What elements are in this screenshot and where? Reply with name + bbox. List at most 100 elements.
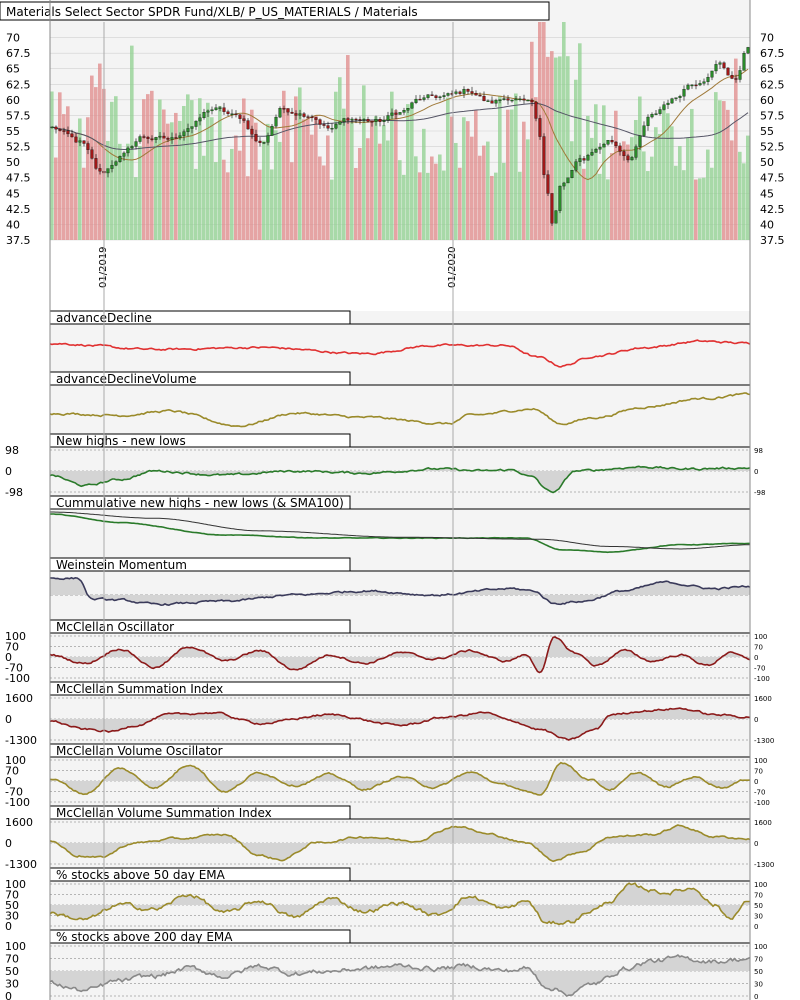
y-tick-label-left: -70 (5, 662, 23, 675)
y-tick-label-right: -1300 (754, 861, 774, 869)
y-tick-label-right: 70 (754, 956, 763, 964)
series-area-fill (50, 825, 750, 862)
volume-bar (558, 56, 562, 240)
candle-body (426, 94, 430, 98)
y-tick-label-left: 57.5 (6, 109, 31, 122)
y-tick-label-left: 37.5 (6, 234, 31, 247)
volume-bar (534, 97, 538, 240)
volume-bar (150, 90, 154, 240)
candle-body (82, 140, 86, 144)
y-tick-label-left: 0 (5, 651, 12, 664)
candle-body (418, 98, 422, 101)
volume-bar (478, 155, 482, 240)
candle-body (130, 146, 134, 149)
candle-body (294, 113, 298, 116)
candle-body (282, 108, 286, 110)
candle-body (510, 99, 514, 102)
volume-bar (546, 56, 550, 240)
volume-bar (474, 110, 478, 241)
candle-body (90, 149, 94, 159)
candle-body (466, 89, 470, 92)
y-tick-label-left: -100 (5, 672, 30, 685)
y-tick-label-left: 100 (5, 754, 26, 767)
candle-body (402, 110, 406, 113)
y-tick-label-right: -70 (754, 789, 765, 797)
y-tick-label-left: 100 (5, 630, 26, 643)
volume-bar (610, 153, 614, 240)
candle-body (430, 94, 434, 96)
panel-title: advanceDeclineVolume (56, 372, 197, 386)
volume-bar (294, 96, 298, 240)
candle-body (586, 154, 590, 161)
volume-bar (570, 141, 574, 240)
volume-bar (314, 115, 318, 240)
panel-title: Cummulative new highs - new lows (& SMA1… (56, 496, 344, 510)
candle-body (674, 97, 678, 99)
volume-bar (310, 134, 314, 240)
candle-body (374, 118, 378, 122)
candle-body (534, 101, 538, 119)
volume-bar (510, 109, 514, 240)
y-tick-label-left: 100 (5, 878, 26, 891)
volume-bar (634, 120, 638, 240)
y-tick-label-right: 45 (760, 187, 774, 200)
volume-bar (734, 58, 738, 241)
volume-bar (138, 145, 142, 240)
y-tick-label-left: 52.5 (6, 141, 31, 154)
candle-body (278, 108, 282, 118)
volume-bar (638, 96, 642, 241)
y-tick-label-left: 50 (5, 899, 19, 912)
volume-bar (602, 105, 606, 240)
candle-body (618, 145, 622, 152)
candle-body (538, 118, 542, 137)
y-tick-label-left: 40 (6, 218, 20, 231)
series-line (49, 392, 751, 428)
volume-bar (450, 116, 454, 240)
candle-body (506, 98, 510, 101)
candle-body (646, 116, 650, 126)
y-tick-label-right: 0 (754, 778, 758, 786)
volume-bar (442, 170, 446, 240)
y-tick-label-left: 67.5 (6, 47, 31, 60)
volume-bar (586, 115, 590, 240)
candle-body (742, 53, 746, 71)
volume-bar (290, 162, 294, 240)
volume-bar (114, 96, 118, 241)
y-tick-label-left: 70 (5, 953, 19, 966)
candle-body (546, 174, 550, 194)
volume-bar (730, 140, 734, 240)
volume-bar (118, 143, 122, 240)
panel-title: McClellan Volume Oscillator (56, 744, 223, 758)
candle-body (610, 140, 614, 143)
volume-bar (258, 169, 262, 240)
volume-bar (606, 179, 610, 240)
volume-bar (550, 51, 554, 240)
candle-body (126, 147, 130, 154)
volume-bar (322, 165, 326, 240)
y-tick-label-left: 0 (5, 920, 12, 933)
candle-body (738, 70, 742, 80)
volume-bar (326, 135, 330, 240)
volume-bar (210, 117, 214, 240)
series-line (49, 761, 751, 796)
volume-bar (682, 170, 686, 240)
volume-bar (494, 172, 498, 240)
volume-bar (218, 105, 222, 241)
volume-bar (202, 155, 206, 240)
candle-body (630, 157, 634, 161)
volume-bar (286, 108, 290, 240)
candle-body (406, 108, 410, 111)
volume-bar (518, 171, 522, 240)
volume-bar (142, 99, 146, 240)
volume-bar (62, 114, 66, 240)
y-tick-label-left: 100 (5, 940, 26, 953)
candle-body (558, 185, 562, 211)
volume-bar (354, 167, 358, 240)
y-tick-label-right: 0 (754, 840, 758, 848)
volume-bar (390, 91, 394, 240)
volume-bar (486, 141, 490, 240)
volume-bar (722, 101, 726, 241)
volume-bar (222, 159, 226, 240)
volume-bar (650, 156, 654, 240)
candle-body (286, 108, 290, 113)
